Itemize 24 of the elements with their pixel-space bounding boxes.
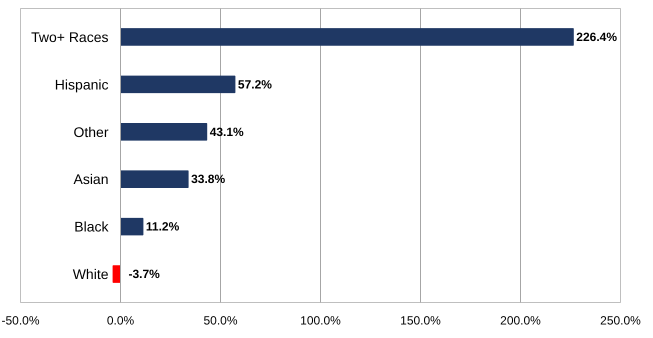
y-tick-label: Two+ Races (31, 28, 109, 45)
x-tick-label: 150.0% (400, 314, 442, 328)
y-tick-label: Hispanic (54, 76, 109, 92)
bar (120, 76, 236, 94)
data-label: -3.7% (128, 267, 160, 282)
data-label: 11.2% (146, 220, 180, 234)
y-tick-label: White (72, 266, 109, 282)
x-tick-label: 50.0% (203, 314, 238, 328)
x-tick-label: 0.0% (106, 314, 135, 328)
data-label: 33.8% (191, 172, 226, 186)
data-label: 226.4% (576, 30, 618, 44)
data-label: 57.2% (238, 77, 272, 92)
bar (120, 122, 208, 141)
y-tick-label: Black (74, 218, 110, 235)
x-tick-label: -50.0% (1, 314, 40, 328)
x-tick-label: 250.0% (600, 314, 642, 328)
bar (120, 170, 189, 188)
bar (120, 218, 144, 236)
x-tick-label: 100.0% (300, 314, 342, 328)
y-tick-label: Other (73, 124, 109, 140)
bar (120, 28, 574, 46)
y-tick-label: Asian (73, 171, 109, 188)
x-tick-label: 200.0% (500, 314, 542, 328)
data-label: 43.1% (210, 124, 244, 139)
